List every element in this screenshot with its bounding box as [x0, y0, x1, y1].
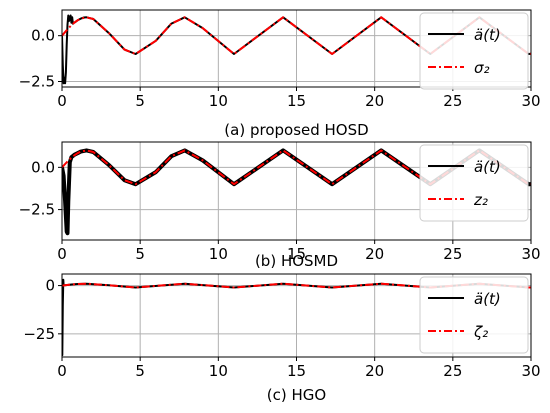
x-tick-label: 20 [365, 245, 384, 263]
x-tick-label: 25 [443, 362, 462, 380]
subplot-b: 0 5 10 15 20 25 30 −2.5 0.0 ä(t) z₂ (b) HOSMD [19, 141, 541, 270]
legend-box [419, 12, 529, 90]
x-tick-label: 15 [287, 92, 306, 110]
x-tick-label: 30 [521, 92, 540, 110]
y-tick-label: −2.5 [19, 201, 55, 219]
x-tick-label: 25 [443, 92, 462, 110]
x-tick-label: 0 [57, 245, 67, 263]
y-tick-label: 0.0 [31, 158, 55, 176]
y-tick-label: −2.5 [19, 73, 55, 91]
x-tick-label: 30 [521, 362, 540, 380]
x-tick-label: 0 [57, 362, 67, 380]
x-tick-label: 15 [287, 362, 306, 380]
legend-box [419, 276, 529, 354]
subplot-caption: (a) proposed HOSD [224, 121, 368, 139]
x-tick-label: 10 [209, 245, 228, 263]
legend-label: ζ₂ [473, 323, 488, 341]
y-tick-label: −25 [23, 325, 55, 343]
subplot-c: 0 5 10 15 20 25 30 −25 0 ä(t) ζ₂ (c) HGO [23, 273, 541, 404]
legend-label: ä(t) [474, 26, 501, 44]
subplot-caption: (c) HGO [267, 386, 326, 404]
x-tick-label: 5 [135, 362, 145, 380]
y-tick-label: 0 [45, 277, 55, 295]
legend-label: ä(t) [474, 290, 501, 308]
x-tick-label: 0 [57, 92, 67, 110]
x-tick-label: 10 [209, 92, 228, 110]
legend-box [419, 144, 529, 222]
legend-label: z₂ [473, 191, 488, 209]
x-tick-label: 5 [135, 245, 145, 263]
x-tick-label: 25 [443, 245, 462, 263]
estimate-line [62, 16, 531, 55]
subplot-caption: (b) HOSMD [255, 252, 338, 270]
x-tick-label: 20 [365, 362, 384, 380]
legend-label: ä(t) [474, 158, 501, 176]
legend-label: σ₂ [474, 59, 490, 77]
x-tick-label: 20 [365, 92, 384, 110]
x-tick-label: 30 [521, 245, 540, 263]
y-tick-label: 0.0 [31, 27, 55, 45]
subplot-a: 0 5 10 15 20 25 30 −2.5 0.0 ä(t) σ₂ (a) proposed HO… [19, 9, 541, 139]
x-tick-label: 15 [287, 245, 306, 263]
estimate-line [62, 149, 531, 186]
x-tick-label: 10 [209, 362, 228, 380]
x-tick-label: 5 [135, 92, 145, 110]
